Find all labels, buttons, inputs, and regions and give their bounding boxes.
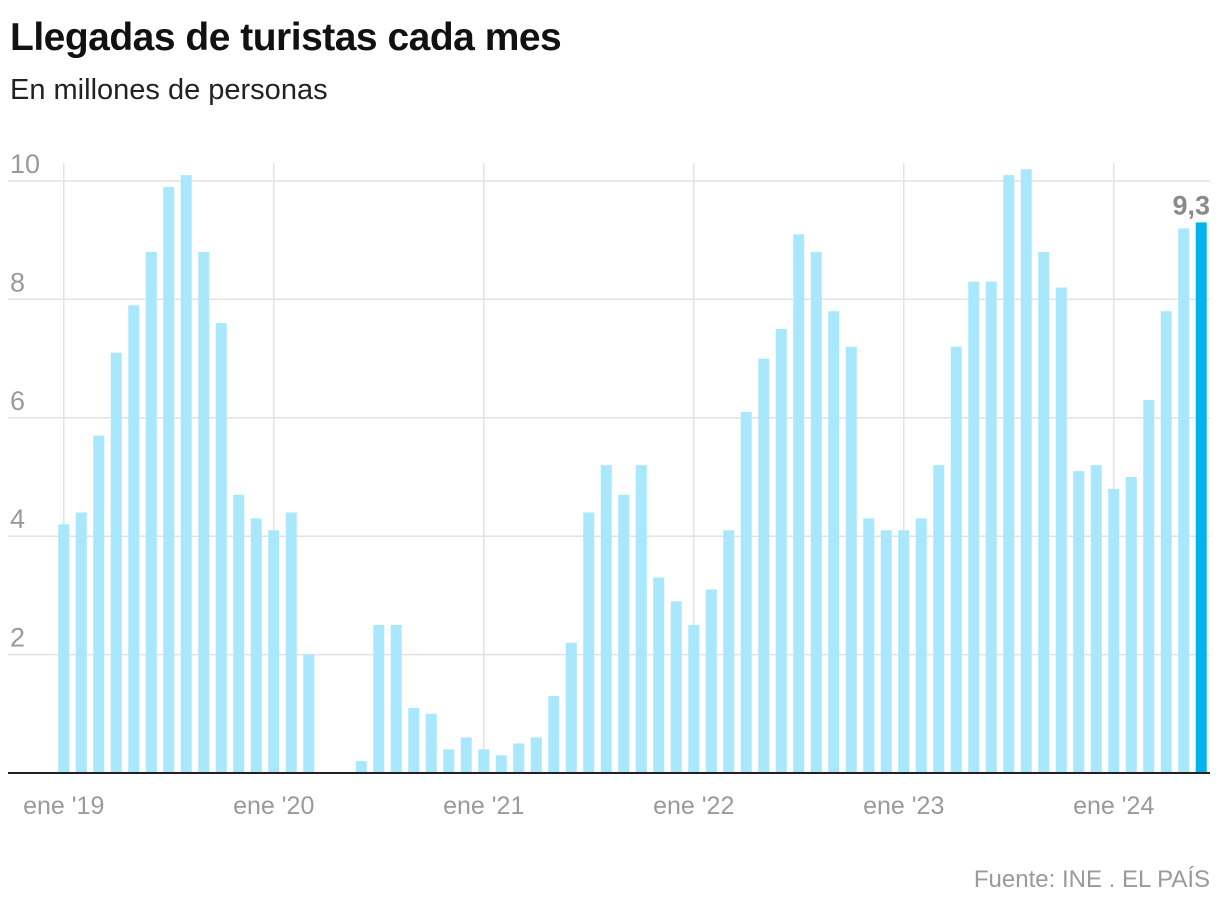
bar: [863, 518, 875, 773]
x-tick-label: ene '20: [233, 792, 314, 820]
bar: [1020, 169, 1032, 773]
bar: [775, 329, 787, 773]
y-tick-label: 6: [10, 386, 25, 416]
bar-highlight: [1195, 222, 1207, 773]
y-tick-label: 10: [10, 149, 40, 179]
bar: [128, 305, 140, 773]
source-credit: Fuente: INE . EL PAÍS: [973, 866, 1210, 893]
bar: [145, 252, 157, 774]
x-tick-label: ene '24: [1073, 792, 1154, 820]
bar: [180, 175, 192, 773]
bar: [950, 346, 962, 773]
bar: [1003, 175, 1015, 773]
bar: [425, 713, 437, 773]
bar: [285, 512, 297, 773]
bar: [653, 577, 665, 773]
bar: [758, 358, 770, 773]
bar: [1108, 488, 1120, 773]
bar: [600, 465, 612, 773]
bar: [635, 465, 647, 773]
data-label-latest: 9,3: [1172, 190, 1210, 220]
bar: [1038, 252, 1050, 774]
bar: [618, 494, 630, 773]
chart-subtitle: En millones de personas: [10, 74, 328, 106]
chart-title: Llegadas de turistas cada mes: [10, 16, 562, 59]
bar: [898, 530, 910, 773]
bar: [723, 530, 735, 773]
x-tick-label: ene '23: [863, 792, 944, 820]
bar: [58, 524, 70, 773]
bar: [1143, 400, 1155, 773]
bar: [93, 435, 105, 773]
bar: [828, 311, 840, 773]
bar: [198, 252, 210, 774]
bar: [110, 352, 122, 773]
bar: [233, 494, 245, 773]
bar: [75, 512, 87, 773]
bar: [513, 743, 525, 773]
bar: [740, 411, 752, 773]
bar: [705, 589, 717, 773]
bar: [793, 234, 805, 773]
bar: [443, 749, 455, 773]
x-tick-label: ene '19: [23, 792, 104, 820]
bar: [880, 530, 892, 773]
bar: [408, 707, 420, 773]
bar: [565, 642, 577, 773]
bar: [355, 761, 367, 773]
y-tick-label: 4: [10, 504, 25, 534]
bar: [845, 346, 857, 773]
bar: [1125, 477, 1137, 773]
bar: [250, 518, 262, 773]
bar: [1090, 465, 1102, 773]
bar: [1073, 471, 1085, 773]
bar: [1178, 228, 1190, 774]
bar: [530, 737, 542, 773]
bar: [548, 696, 560, 773]
bar: [1160, 311, 1172, 773]
y-tick-label: 2: [10, 623, 25, 653]
bar: [810, 252, 822, 774]
bar: [915, 518, 927, 773]
bar: [1055, 287, 1067, 773]
bar: [933, 465, 945, 773]
bar: [688, 625, 700, 773]
bar: [163, 186, 175, 774]
bar: [460, 737, 472, 773]
bar: [373, 625, 385, 773]
bar: [390, 625, 402, 773]
bar: [478, 749, 490, 773]
bar: [495, 755, 507, 773]
bar: [968, 281, 980, 773]
bar: [583, 512, 595, 773]
x-tick-label: ene '22: [653, 792, 734, 820]
bar: [215, 323, 227, 773]
bar: [670, 601, 682, 773]
y-tick-label: 8: [10, 267, 25, 297]
bar: [985, 281, 997, 773]
bar: [268, 530, 280, 773]
x-tick-label: ene '21: [443, 792, 524, 820]
bar: [303, 654, 315, 773]
